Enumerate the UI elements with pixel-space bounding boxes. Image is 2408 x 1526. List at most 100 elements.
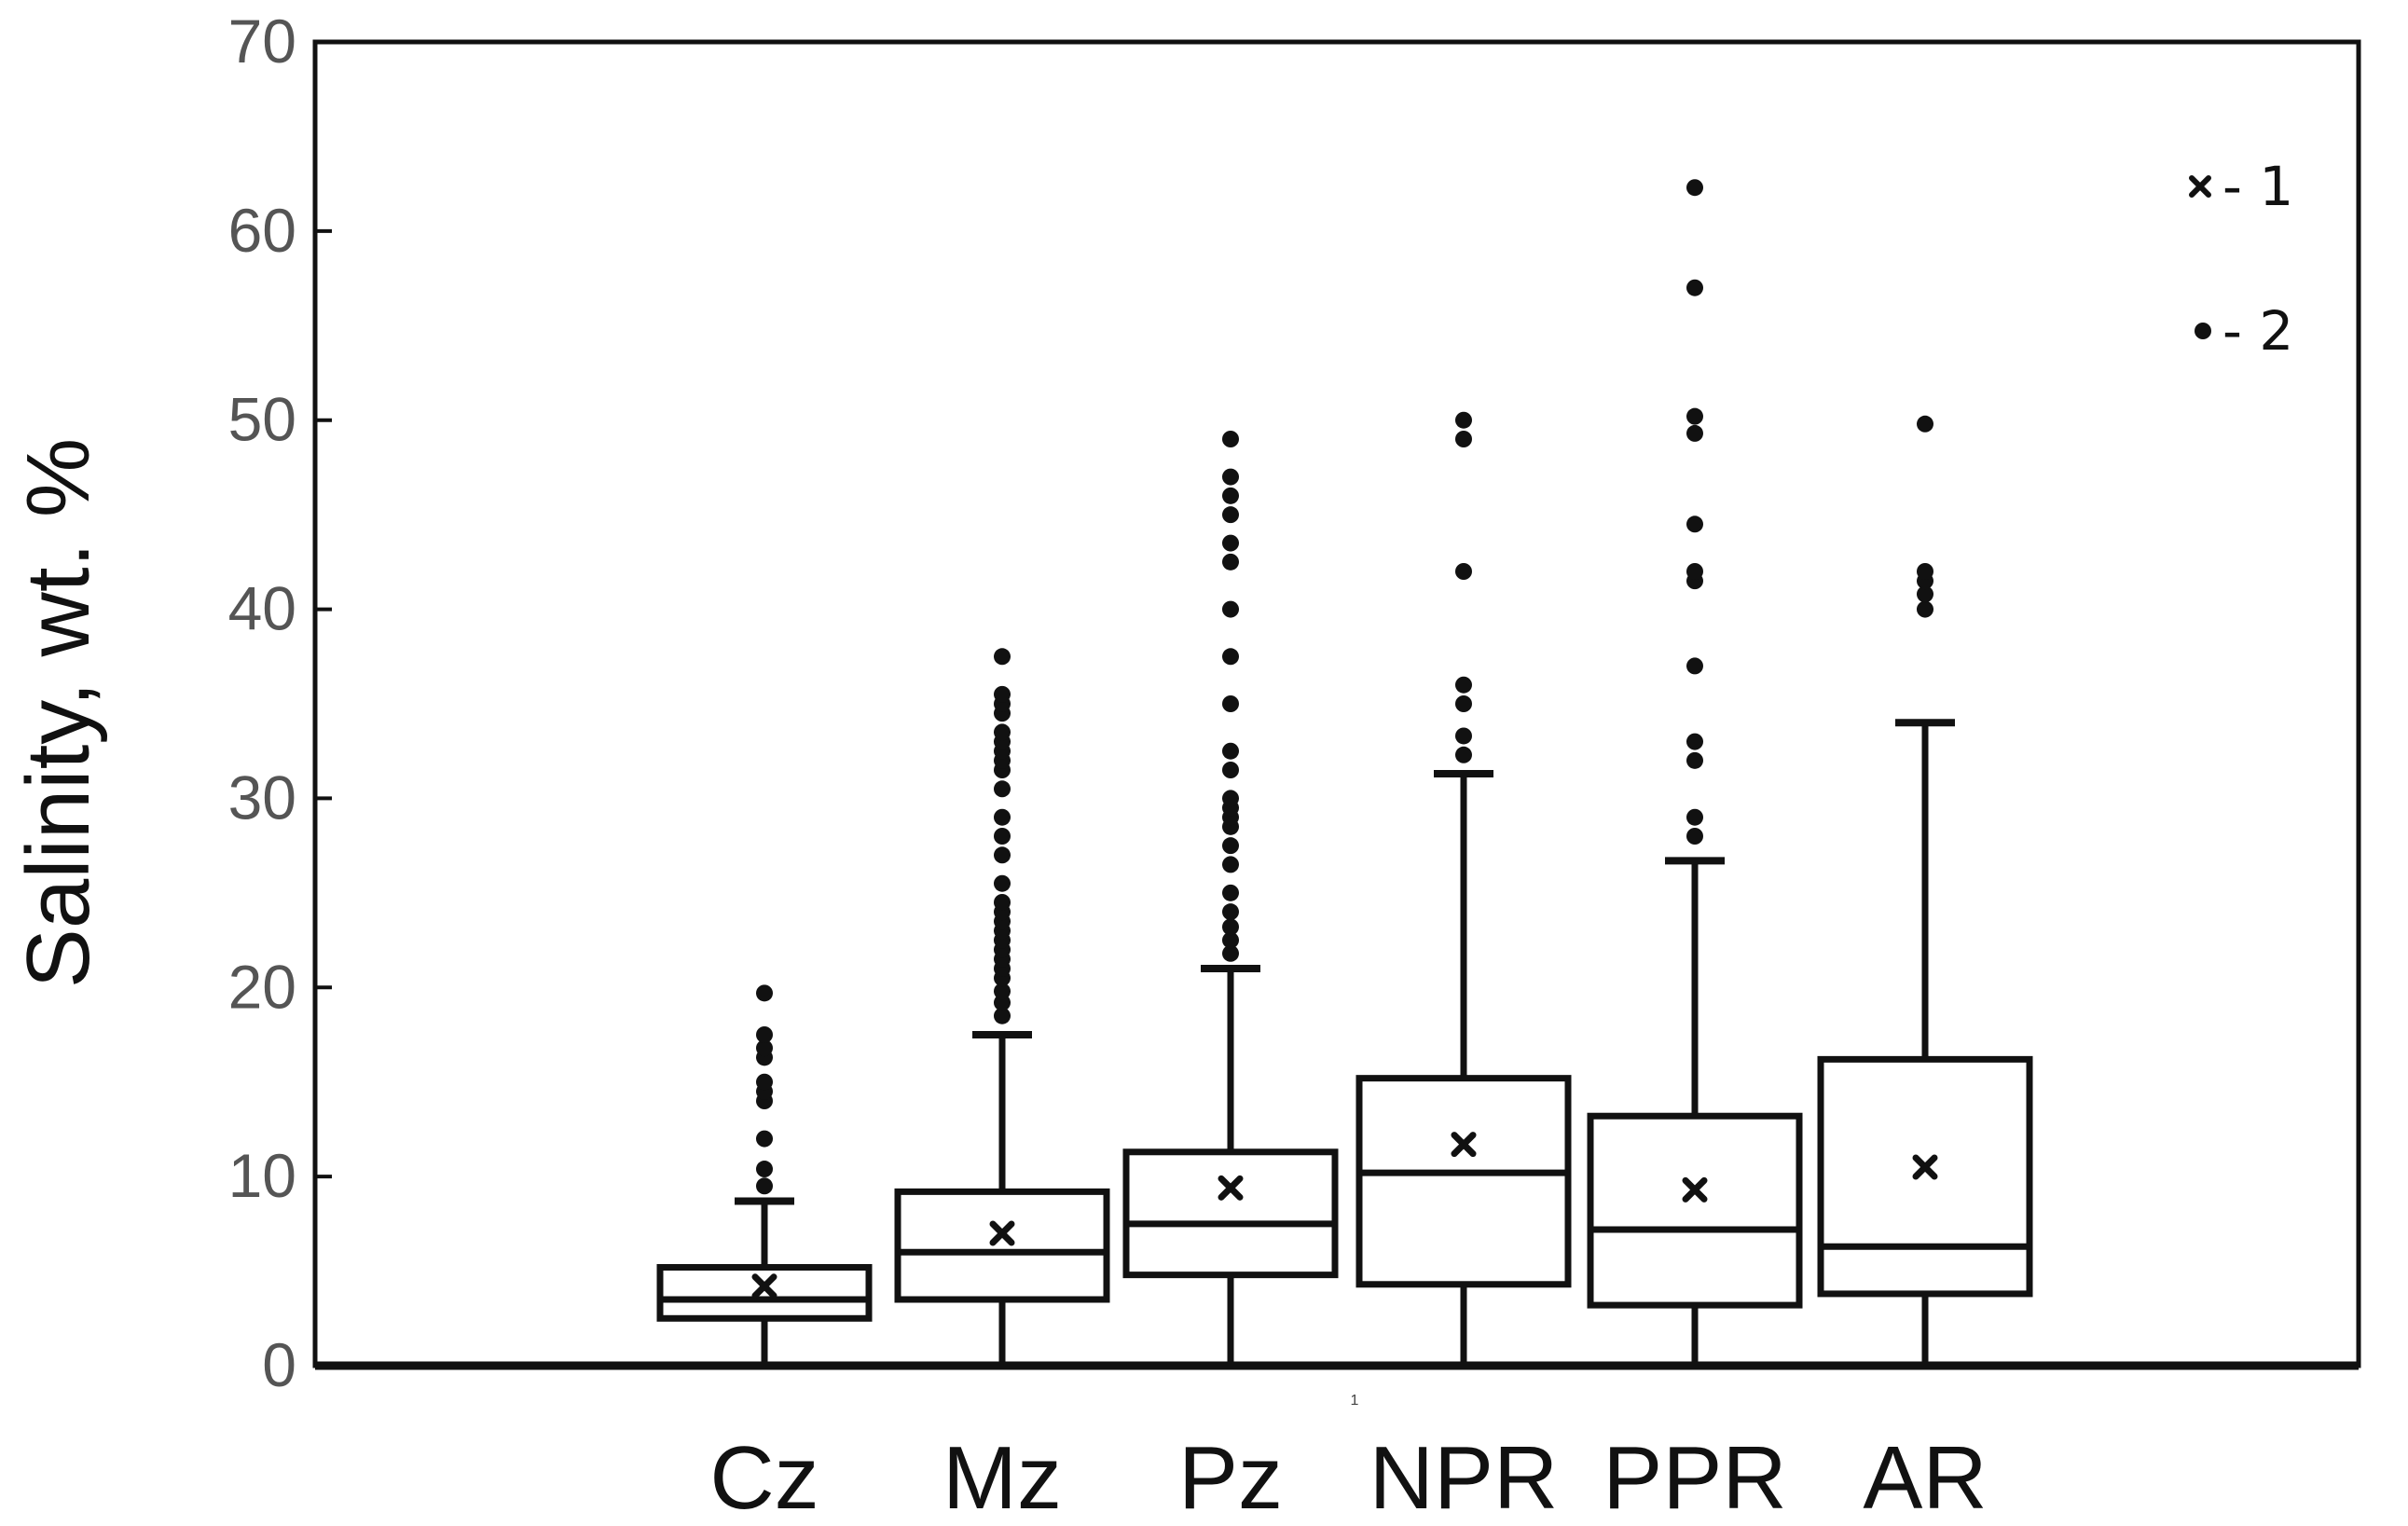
outlier-point xyxy=(1222,931,1239,949)
outlier-point xyxy=(1686,516,1703,533)
iqr-box xyxy=(1355,1075,1572,1288)
outlier-point xyxy=(994,983,1011,1000)
outlier-point xyxy=(1455,431,1472,447)
outlier-point xyxy=(1686,179,1703,197)
outlier-point xyxy=(1222,742,1239,760)
y-tick-label-20: 20 xyxy=(228,952,296,1021)
mean-marker-stroke-b xyxy=(1451,1132,1477,1158)
mean-marker xyxy=(751,1273,777,1299)
outlier-point xyxy=(1222,837,1239,855)
outlier-point xyxy=(1222,431,1239,447)
outlier-point xyxy=(1686,424,1703,442)
outlier-point xyxy=(1222,648,1239,666)
outlier-point xyxy=(1686,808,1703,826)
outlier-point xyxy=(1455,411,1472,429)
outlier-point xyxy=(1222,695,1239,712)
outlier-point xyxy=(994,874,1011,892)
outlier-point xyxy=(756,1073,773,1091)
y-tick-label-70: 70 xyxy=(228,7,296,76)
outlier-point xyxy=(1917,563,1933,580)
legend-dot xyxy=(2195,323,2211,339)
iqr-box xyxy=(1122,1148,1339,1279)
box-mz xyxy=(894,648,1110,1366)
outlier-point xyxy=(1222,534,1239,552)
mean-marker xyxy=(989,1220,1015,1246)
y-tick-label-30: 30 xyxy=(228,763,296,832)
box-series xyxy=(656,179,2033,1366)
outlier-point xyxy=(756,1161,773,1178)
outlier-point xyxy=(994,685,1011,703)
outlier-point xyxy=(1222,918,1239,936)
y-axis-title: Salinity, wt. % xyxy=(8,438,108,988)
outlier-point xyxy=(994,808,1011,826)
outlier-point xyxy=(1222,856,1239,873)
box-ppr xyxy=(1587,179,1803,1366)
y-tick-label-10: 10 xyxy=(228,1141,296,1210)
outlier-point xyxy=(994,1007,1011,1024)
mean-marker-stroke-b xyxy=(1912,1154,1938,1180)
outlier-point xyxy=(756,1130,773,1148)
y-tick-label-50: 50 xyxy=(228,385,296,454)
outlier-point xyxy=(756,1039,773,1057)
outlier-point xyxy=(1222,903,1239,921)
outlier-point xyxy=(1686,563,1703,580)
outlier-point xyxy=(1455,563,1472,580)
outlier-point xyxy=(1686,751,1703,769)
iqr-box xyxy=(894,1188,1110,1303)
mean-marker-stroke-b xyxy=(751,1273,777,1299)
outlier-point xyxy=(756,984,773,1002)
x-category-label-cz: Cz xyxy=(709,1428,819,1526)
legend-label-2: - 2 xyxy=(2222,299,2293,363)
iqr-box xyxy=(1587,1112,1803,1309)
iqr-box xyxy=(656,1264,873,1322)
outlier-point xyxy=(994,828,1011,845)
mean-marker-stroke-b xyxy=(1682,1176,1708,1203)
legend-item-outlier: - 2 xyxy=(2195,299,2293,363)
mean-marker-stroke-b xyxy=(989,1220,1015,1246)
outlier-point xyxy=(1222,468,1239,486)
outlier-point xyxy=(1455,695,1472,712)
y-tick-label-0: 0 xyxy=(262,1330,296,1399)
legend-cross-stroke-b xyxy=(2189,175,2211,198)
iqr-box xyxy=(1817,1055,2033,1298)
outlier-point xyxy=(1222,506,1239,524)
outlier-point xyxy=(1917,415,1933,433)
box-pz xyxy=(1122,431,1339,1366)
mean-marker xyxy=(1451,1132,1477,1158)
outlier-point xyxy=(1222,600,1239,618)
outlier-point xyxy=(1222,487,1239,504)
outlier-point xyxy=(1686,828,1703,845)
outlier-point xyxy=(994,648,1011,666)
outlier-point xyxy=(1455,676,1472,694)
outlier-point xyxy=(994,846,1011,864)
outlier-point xyxy=(1917,585,1933,603)
y-tick-label-60: 60 xyxy=(228,196,296,265)
x-category-label-ppr: PPR xyxy=(1603,1428,1786,1526)
outlier-point xyxy=(1222,884,1239,901)
mean-marker xyxy=(1682,1176,1708,1203)
outlier-point xyxy=(1455,746,1472,763)
outlier-point xyxy=(756,1026,773,1043)
box-ar xyxy=(1817,415,2033,1366)
box-npr xyxy=(1355,411,1572,1366)
legend: - 1 - 2 xyxy=(2189,155,2293,363)
x-axis: Cz Mz Pz NPR PPR AR xyxy=(315,1361,2359,1526)
x-category-label-mz: Mz xyxy=(943,1428,1062,1526)
outlier-point xyxy=(994,780,1011,798)
x-category-label-ar: AR xyxy=(1863,1428,1987,1526)
outlier-point xyxy=(994,723,1011,741)
mean-marker-stroke-b xyxy=(1218,1175,1244,1201)
mean-marker xyxy=(1218,1175,1244,1201)
mean-marker xyxy=(1912,1154,1938,1180)
outlier-point xyxy=(1686,279,1703,296)
outlier-point xyxy=(994,894,1011,911)
outlier-point xyxy=(1222,944,1239,962)
center-note: 1 xyxy=(1351,1393,1359,1409)
outlier-point xyxy=(1222,762,1239,778)
legend-item-mean: - 1 xyxy=(2189,155,2293,218)
outlier-point xyxy=(1222,553,1239,571)
outlier-point xyxy=(1686,657,1703,675)
y-tick-label-40: 40 xyxy=(228,574,296,643)
outlier-point xyxy=(1917,600,1933,618)
